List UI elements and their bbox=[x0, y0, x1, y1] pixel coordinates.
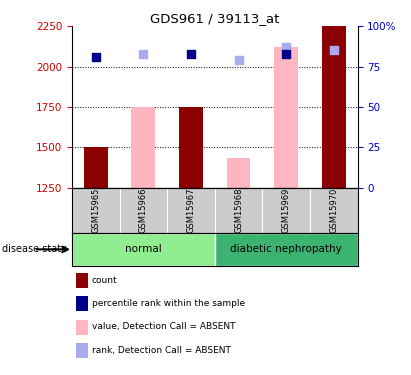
Title: GDS961 / 39113_at: GDS961 / 39113_at bbox=[150, 12, 279, 25]
Text: rank, Detection Call = ABSENT: rank, Detection Call = ABSENT bbox=[92, 346, 231, 355]
Point bbox=[188, 51, 194, 57]
Text: normal: normal bbox=[125, 244, 162, 254]
Text: GSM15965: GSM15965 bbox=[91, 188, 100, 232]
Bar bbox=[215, 232, 358, 266]
Bar bbox=[322, 26, 346, 188]
Bar bbox=[72, 232, 215, 266]
Point bbox=[140, 51, 147, 57]
Bar bbox=[274, 47, 298, 188]
Point bbox=[283, 51, 289, 57]
Bar bbox=[132, 107, 155, 188]
Text: count: count bbox=[92, 276, 117, 285]
Text: disease state: disease state bbox=[2, 244, 67, 254]
Text: GSM15969: GSM15969 bbox=[282, 188, 291, 232]
Text: GSM15966: GSM15966 bbox=[139, 187, 148, 233]
Text: value, Detection Call = ABSENT: value, Detection Call = ABSENT bbox=[92, 322, 235, 332]
Point bbox=[283, 44, 289, 50]
Bar bbox=[226, 159, 250, 188]
Text: diabetic nephropathy: diabetic nephropathy bbox=[230, 244, 342, 254]
Text: percentile rank within the sample: percentile rank within the sample bbox=[92, 299, 245, 308]
Point bbox=[330, 48, 337, 54]
Text: GSM15970: GSM15970 bbox=[329, 188, 338, 232]
Text: GSM15967: GSM15967 bbox=[187, 187, 196, 233]
Point bbox=[92, 54, 99, 60]
Point bbox=[235, 57, 242, 63]
Bar bbox=[179, 107, 203, 188]
Bar bbox=[84, 147, 108, 188]
Text: GSM15968: GSM15968 bbox=[234, 187, 243, 233]
